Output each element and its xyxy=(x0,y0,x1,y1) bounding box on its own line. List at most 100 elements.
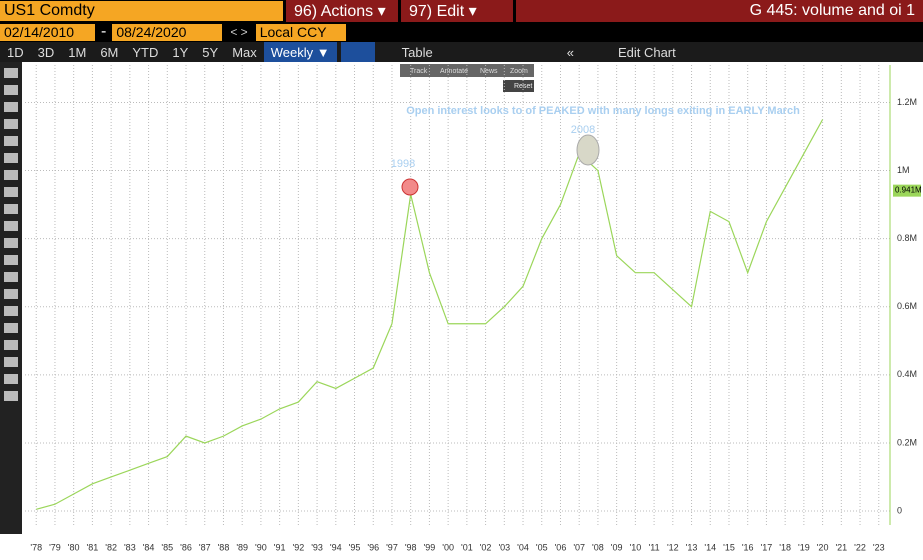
mini-tool[interactable]: Track xyxy=(410,68,428,75)
x-tick-label: '10 xyxy=(630,542,642,552)
x-tick-label: '97 xyxy=(386,542,398,552)
x-tick-label: '09 xyxy=(611,542,623,552)
x-tick-label: '82 xyxy=(105,542,117,552)
period-button[interactable]: Max xyxy=(232,44,257,60)
x-tick-label: '22 xyxy=(854,542,866,552)
period-button[interactable]: 1Y xyxy=(172,44,189,60)
x-tick-label: '96 xyxy=(367,542,379,552)
period-button[interactable]: 1D xyxy=(7,44,24,60)
x-tick-label: '95 xyxy=(349,542,361,552)
tool-icon[interactable] xyxy=(4,272,18,282)
mini-toolbar: Track Annotate News Zoom Reset xyxy=(400,64,534,92)
x-tick-label: '86 xyxy=(180,542,192,552)
tool-icon[interactable] xyxy=(4,187,18,197)
x-tick-label: '16 xyxy=(742,542,754,552)
chart-icon[interactable] xyxy=(340,42,375,62)
start-date[interactable]: 02/14/2010 xyxy=(0,23,95,41)
x-tick-label: '19 xyxy=(798,542,810,552)
frequency-button[interactable]: Weekly ▼ xyxy=(263,42,337,62)
mini-tool[interactable]: News xyxy=(480,68,498,75)
y-tick-label: 0 xyxy=(897,505,902,515)
nav-arrows[interactable]: < > xyxy=(230,25,248,39)
mini-toolbar-bg xyxy=(400,64,534,77)
tool-icon[interactable] xyxy=(4,136,18,146)
last-value-flag xyxy=(893,184,921,197)
tool-icon[interactable] xyxy=(4,306,18,316)
x-tick-label: '18 xyxy=(779,542,791,552)
period-button[interactable]: 6M xyxy=(100,44,119,60)
highlight-circle xyxy=(576,134,600,166)
period-button[interactable]: 5Y xyxy=(202,44,219,60)
y-tick-label: 0.6M xyxy=(897,301,917,311)
tool-icon[interactable] xyxy=(4,153,18,163)
tool-icon[interactable] xyxy=(4,255,18,265)
x-tick-label: '84 xyxy=(143,542,155,552)
x-tick-label: '89 xyxy=(236,542,248,552)
x-tick-label: '87 xyxy=(199,542,211,552)
reset-button[interactable]: Reset xyxy=(514,83,532,90)
tool-icon[interactable] xyxy=(4,340,18,350)
title-bar: US1 Comdty 96) Actions ▾ 97) Edit ▾ G 44… xyxy=(0,0,923,22)
mini-tool[interactable]: Zoom xyxy=(510,68,528,75)
x-tick-label: '15 xyxy=(723,542,735,552)
tool-icon[interactable] xyxy=(4,391,18,401)
y-tick-label: 1M xyxy=(897,165,910,175)
highlight-circle xyxy=(401,178,419,196)
tool-icon[interactable] xyxy=(4,323,18,333)
x-tick-label: '78 xyxy=(30,542,42,552)
last-value-label: 0.941M xyxy=(895,186,922,195)
y-tick-label: 0.2M xyxy=(897,437,917,447)
x-tick-label: '17 xyxy=(761,542,773,552)
x-tick-label: '21 xyxy=(835,542,847,552)
tool-icon[interactable] xyxy=(4,85,18,95)
x-tick-label: '88 xyxy=(218,542,230,552)
date-bar: 02/14/2010 - 08/24/2020 < > Local CCY xyxy=(0,22,923,42)
end-date[interactable]: 08/24/2020 xyxy=(112,23,223,41)
x-tick-label: '07 xyxy=(573,542,585,552)
x-tick-label: '81 xyxy=(87,542,99,552)
tool-icon[interactable] xyxy=(4,221,18,231)
x-tick-label: '11 xyxy=(649,542,660,552)
y-tick-label: 1.2M xyxy=(897,97,917,107)
tool-icon[interactable] xyxy=(4,102,18,112)
security-field[interactable]: US1 Comdty xyxy=(0,1,283,21)
x-tick-label: '13 xyxy=(686,542,698,552)
tool-icon[interactable] xyxy=(4,119,18,129)
separator: - xyxy=(101,23,107,40)
period-bar: 1D 3D 1M 6M YTD 1Y 5Y Max Weekly ▼ Table… xyxy=(0,42,923,62)
x-tick-label: '01 xyxy=(461,542,473,552)
sidebar xyxy=(0,62,22,534)
y-tick-label: 0.4M xyxy=(897,369,917,379)
collapse-button[interactable]: « xyxy=(566,44,574,60)
tool-icon[interactable] xyxy=(4,68,18,78)
period-button[interactable]: 1M xyxy=(68,44,87,60)
table-button[interactable]: Table xyxy=(401,44,433,60)
edit-menu[interactable]: 97) Edit ▾ xyxy=(401,0,513,22)
period-button[interactable]: 3D xyxy=(37,44,55,60)
currency[interactable]: Local CCY xyxy=(255,23,346,41)
tool-icon[interactable] xyxy=(4,289,18,299)
tool-icon[interactable] xyxy=(4,357,18,367)
period-button[interactable]: YTD xyxy=(132,44,159,60)
x-tick-label: '23 xyxy=(873,542,885,552)
x-tick-label: '06 xyxy=(555,542,567,552)
edit-chart-button[interactable]: Edit Chart xyxy=(617,44,676,60)
x-tick-label: '94 xyxy=(330,542,342,552)
mini-tool[interactable]: Annotate xyxy=(440,68,468,75)
x-tick-label: '83 xyxy=(124,542,136,552)
x-tick-label: '90 xyxy=(255,542,267,552)
annotation: 1998 xyxy=(391,158,415,170)
tool-icon[interactable] xyxy=(4,170,18,180)
tool-icon[interactable] xyxy=(4,204,18,214)
x-tick-label: '12 xyxy=(667,542,679,552)
tool-icon[interactable] xyxy=(4,374,18,384)
x-tick-label: '03 xyxy=(498,542,510,552)
x-tick-label: '91 xyxy=(274,542,286,552)
tool-icon[interactable] xyxy=(4,238,18,248)
x-tick-label: '80 xyxy=(68,542,80,552)
x-tick-label: '79 xyxy=(49,542,61,552)
actions-menu[interactable]: 96) Actions ▾ xyxy=(286,0,398,22)
annotation: 2008 xyxy=(571,124,595,136)
x-tick-label: '05 xyxy=(536,542,548,552)
